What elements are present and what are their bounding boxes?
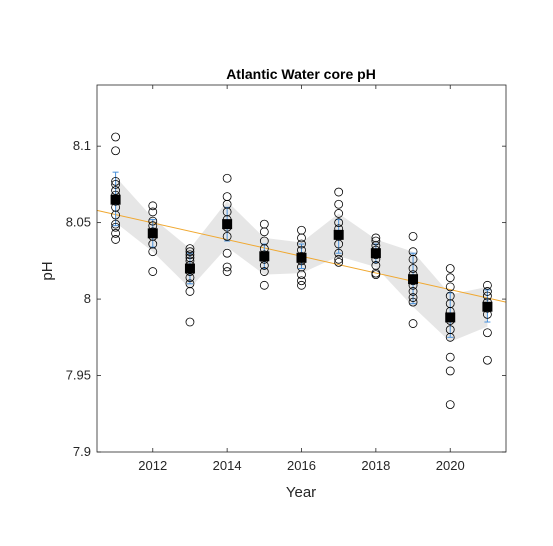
observation-point <box>259 267 269 276</box>
chart-title: Atlantic Water core pH <box>226 66 376 82</box>
observation-point <box>111 228 120 238</box>
observation-point <box>408 293 418 302</box>
observation-point <box>445 352 455 362</box>
axes: 2012 2014 2016 2018 2020 7.9 7.95 8 8.05 8.1 <box>66 84 507 473</box>
observation-point <box>222 173 232 183</box>
observation-point <box>445 273 455 283</box>
observation-point <box>483 287 492 296</box>
mean-marker <box>445 312 456 323</box>
observation-point <box>334 248 344 258</box>
x-tick-label: 2016 <box>287 458 316 473</box>
observation-point <box>445 332 455 342</box>
observation-point <box>297 276 306 286</box>
observation-point <box>259 261 269 270</box>
observation-point <box>222 262 232 272</box>
observation-point <box>111 235 120 244</box>
observation-point <box>371 270 381 280</box>
x-tick-label: 2014 <box>213 458 242 473</box>
observation-point <box>185 247 195 257</box>
observation-point <box>483 280 492 290</box>
observation-point <box>408 297 418 307</box>
observation-point <box>148 216 158 226</box>
observation-point <box>334 209 344 218</box>
observation-point <box>111 179 120 189</box>
observation-point <box>297 270 306 280</box>
observation-point <box>297 233 306 243</box>
x-tick-label: 2020 <box>436 458 465 473</box>
observation-point <box>408 264 418 273</box>
y-tick-label: 7.9 <box>73 444 91 459</box>
mean-marker <box>259 251 270 262</box>
observation-point <box>408 231 418 241</box>
y-tick-label: 8.1 <box>73 138 91 153</box>
mean-marker <box>333 229 344 240</box>
observation-point <box>111 132 120 142</box>
observation-point <box>111 176 120 186</box>
observation-point <box>185 273 195 283</box>
x-axis-label: Year <box>286 484 316 501</box>
mean-marker <box>222 219 233 230</box>
observation-point <box>483 291 492 301</box>
y-tick-label: 8.05 <box>66 215 91 230</box>
observation-point <box>111 222 120 232</box>
observation-point <box>185 244 195 254</box>
plot-area <box>96 132 507 409</box>
mean-marker <box>296 252 307 263</box>
observation-point <box>259 227 269 237</box>
observation-point <box>408 319 418 328</box>
observation-point <box>148 267 158 276</box>
observation-point <box>148 207 158 217</box>
mean-marker <box>408 274 419 285</box>
observation-point <box>185 287 195 296</box>
observation-point <box>483 328 492 338</box>
observation-point <box>445 282 455 292</box>
observation-point <box>148 201 158 211</box>
observation-point <box>334 218 344 228</box>
mean-marker <box>482 301 493 312</box>
x-tick-label: 2012 <box>138 458 167 473</box>
y-tick-label: 7.95 <box>66 368 91 383</box>
observation-point <box>445 400 455 409</box>
observation-point <box>334 254 344 264</box>
observation-point <box>297 280 306 290</box>
observation-point <box>259 280 269 290</box>
observation-point <box>111 186 120 195</box>
y-axis-label: pH <box>39 261 56 280</box>
observation-point <box>148 247 158 257</box>
observation-point <box>297 239 306 249</box>
observation-point <box>111 210 120 220</box>
observation-point <box>334 239 344 249</box>
observation-point <box>111 219 120 229</box>
x-tick-label: 2018 <box>361 458 390 473</box>
observation-point <box>111 146 120 156</box>
observation-point <box>408 254 418 264</box>
observation-point <box>185 317 195 327</box>
observation-point <box>445 366 455 376</box>
observation-point <box>222 231 232 241</box>
mean-marker <box>110 194 121 205</box>
observation-point <box>222 267 232 276</box>
observation-point <box>334 199 344 209</box>
observation-point <box>222 248 232 258</box>
observation-point <box>483 355 492 365</box>
mean-marker <box>370 248 381 259</box>
observation-point <box>334 257 344 267</box>
mean-marker <box>147 228 158 239</box>
observation-point <box>408 287 418 296</box>
mean-marker <box>184 263 195 274</box>
y-tick-label: 8 <box>84 291 91 306</box>
observation-point <box>334 187 344 197</box>
observation-point <box>445 264 455 273</box>
observation-point <box>185 250 195 260</box>
observation-point <box>371 236 381 246</box>
